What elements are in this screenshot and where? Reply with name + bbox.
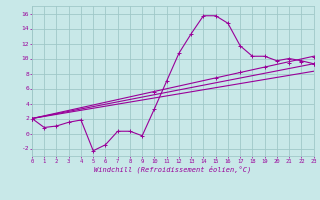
X-axis label: Windchill (Refroidissement éolien,°C): Windchill (Refroidissement éolien,°C) [94, 165, 252, 173]
